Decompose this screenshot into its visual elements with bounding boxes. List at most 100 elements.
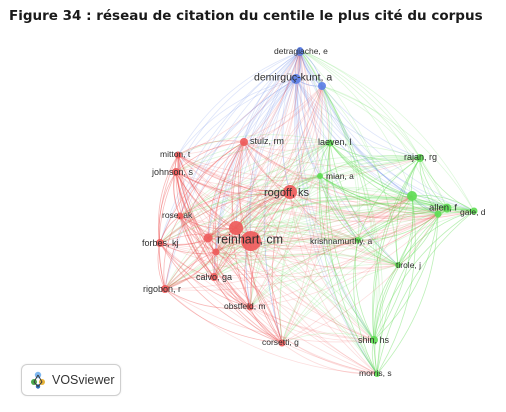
network-node[interactable]: [291, 74, 301, 84]
network-node[interactable]: [374, 371, 380, 377]
citation-edge: [179, 195, 413, 229]
network-node[interactable]: [174, 151, 182, 159]
network-node[interactable]: [241, 231, 261, 251]
citation-edge: [177, 154, 375, 341]
citation-edge: [159, 157, 421, 244]
network-node[interactable]: [210, 273, 218, 281]
citation-edge: [329, 142, 413, 197]
network-node[interactable]: [416, 154, 424, 162]
citation-edge: [175, 171, 217, 253]
citation-edge: [213, 206, 448, 278]
citation-edge: [271, 191, 291, 344]
citation-edge: [177, 154, 252, 242]
citation-edge: [319, 155, 421, 177]
citation-edge: [213, 157, 421, 278]
citation-edge: [299, 51, 475, 212]
citation-edge: [179, 175, 321, 217]
network-node[interactable]: [212, 248, 220, 256]
citation-edge: [159, 175, 321, 244]
citation-edge: [215, 51, 301, 253]
network-node[interactable]: [156, 239, 164, 247]
network-node[interactable]: [442, 203, 452, 213]
network-node[interactable]: [240, 138, 248, 146]
network-node[interactable]: [278, 339, 286, 347]
citation-edge: [164, 288, 283, 344]
citation-edge: [373, 264, 399, 341]
citation-edge: [299, 49, 439, 215]
citation-edge: [289, 191, 475, 220]
network-node[interactable]: [203, 233, 213, 243]
citation-edge: [397, 210, 475, 266]
network-node[interactable]: [326, 139, 334, 147]
citation-edge: [357, 195, 413, 241]
node-label: demirgüç-kunt, a: [254, 72, 332, 84]
citation-edge: [235, 49, 301, 229]
node-label: forbes, kj: [142, 238, 179, 248]
network-node[interactable]: [470, 207, 478, 215]
citation-edge: [329, 142, 421, 161]
citation-edge: [164, 85, 323, 290]
citation-edge: [376, 207, 448, 375]
network-node[interactable]: [283, 185, 297, 199]
citation-edge: [215, 213, 439, 258]
citation-edge: [179, 215, 283, 344]
citation-edge: [329, 142, 439, 215]
citation-edge: [294, 78, 321, 177]
citation-edge: [207, 213, 439, 249]
citation-edge: [249, 306, 375, 342]
citation-edge: [159, 213, 439, 256]
citation-edge: [213, 51, 301, 278]
citation-edge: [164, 208, 475, 290]
citation-edge: [325, 142, 378, 375]
citation-edge: [250, 240, 375, 341]
citation-edge: [319, 85, 330, 177]
citation-edge: [179, 190, 291, 217]
network-node[interactable]: [176, 212, 184, 220]
citation-edge: [164, 240, 252, 290]
network-node[interactable]: [395, 262, 401, 268]
citation-edge: [397, 195, 414, 266]
network-node[interactable]: [370, 336, 378, 344]
node-label: detragiache, e: [274, 46, 328, 56]
citation-edge: [179, 78, 297, 217]
network-node[interactable]: [246, 303, 254, 311]
citation-edge: [164, 51, 301, 290]
citation-edge: [159, 78, 297, 244]
citation-edge: [299, 51, 448, 209]
network-node[interactable]: [172, 168, 180, 176]
citation-edge: [243, 141, 375, 341]
citation-edge: [164, 191, 291, 290]
citation-edge: [158, 171, 177, 244]
citation-edge: [158, 154, 179, 290]
citation-edge: [243, 141, 331, 151]
citation-edge: [177, 154, 439, 218]
citation-edge: [319, 175, 399, 266]
citation-edge: [249, 210, 475, 308]
network-node[interactable]: [318, 82, 326, 90]
citation-edge: [281, 49, 319, 344]
vosviewer-badge[interactable]: VOSviewer: [21, 364, 121, 396]
citation-edge: [213, 276, 378, 375]
citation-edge: [159, 242, 217, 254]
network-node[interactable]: [407, 191, 417, 201]
citation-edge: [159, 191, 291, 244]
network-node[interactable]: [355, 237, 361, 243]
network-node[interactable]: [296, 48, 304, 56]
network-node[interactable]: [434, 210, 442, 218]
citation-edge: [250, 240, 283, 344]
network-node[interactable]: [317, 173, 323, 179]
citation-edge: [175, 171, 359, 241]
citation-edge: [249, 306, 283, 344]
citation-edge: [299, 49, 359, 241]
network-node[interactable]: [229, 221, 243, 235]
citation-edge: [243, 141, 421, 168]
node-label: reinhart, cm: [217, 232, 283, 246]
citation-edge: [213, 208, 475, 278]
citation-edge: [215, 195, 413, 254]
citation-edge: [164, 276, 215, 290]
citation-edge: [159, 49, 301, 244]
citation-edge: [179, 215, 399, 269]
network-node[interactable]: [161, 285, 169, 293]
citation-edge: [207, 237, 378, 375]
